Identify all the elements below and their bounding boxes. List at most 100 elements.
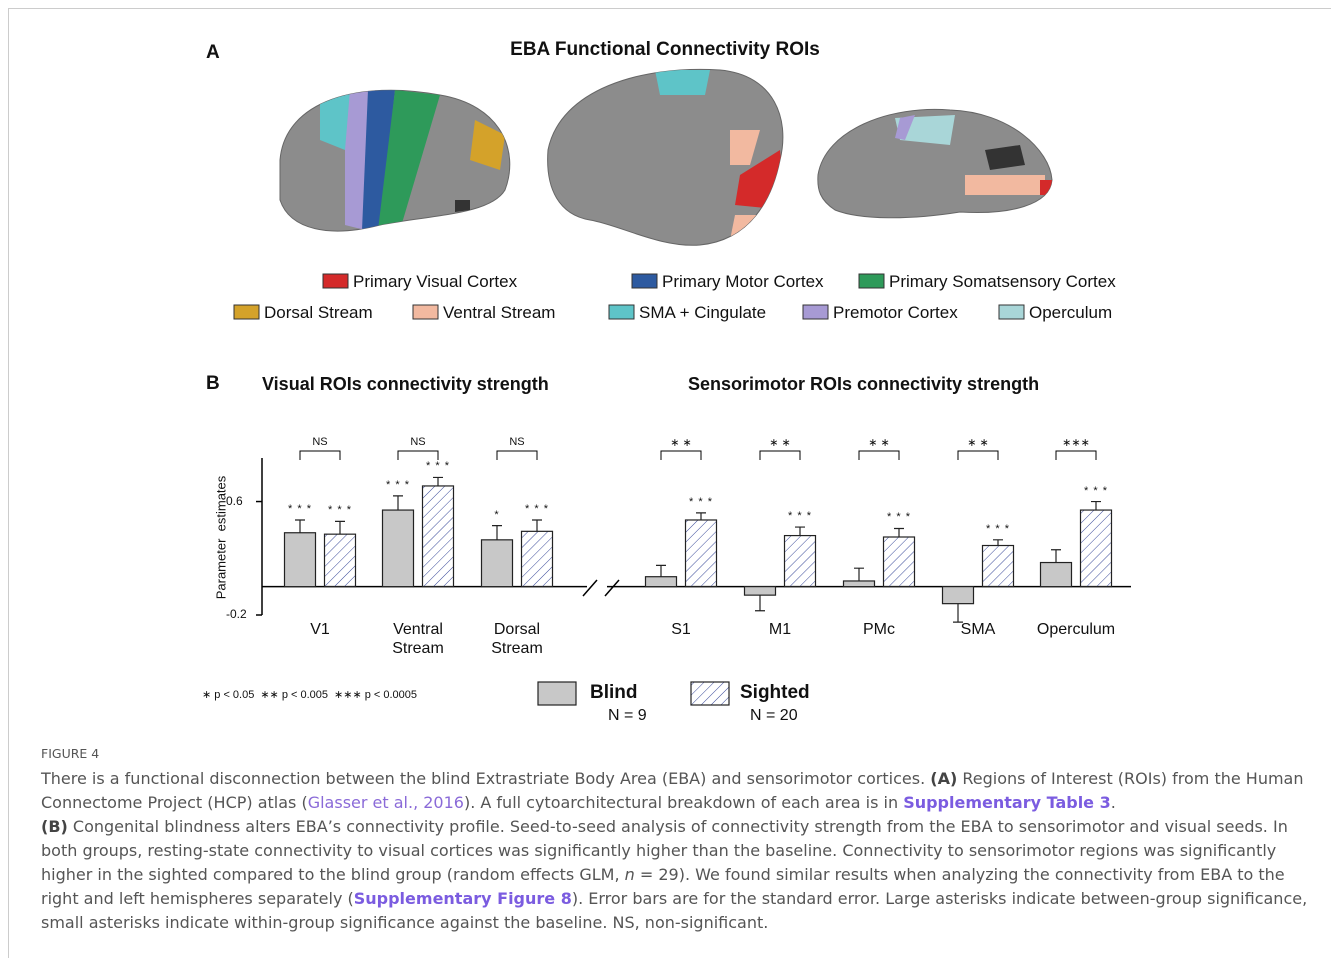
x-tick-label: Ventral Stream	[392, 621, 444, 657]
legend-swatch	[690, 681, 730, 706]
panel-title: EBA Functional Connectivity ROIs	[510, 39, 820, 60]
significance-bracket	[1055, 450, 1097, 460]
within-significance: *	[494, 508, 500, 521]
within-significance: * * *	[525, 502, 549, 515]
error-bar	[656, 564, 666, 577]
significance-bracket	[858, 450, 900, 460]
error-bar	[335, 520, 345, 535]
legend-swatch	[998, 304, 1025, 320]
legend-n: N = 9	[608, 707, 647, 724]
caption-segment: .	[1110, 793, 1116, 812]
within-significance: * * *	[788, 510, 812, 523]
within-significance: * * *	[1084, 484, 1108, 497]
brain-ventral	[817, 108, 1053, 219]
bar	[743, 586, 777, 596]
caption: There is a functional disconnection betw…	[41, 767, 1316, 935]
legend-swatch	[608, 304, 635, 320]
group-significance: ∗∗∗	[1062, 437, 1090, 449]
error-bar	[393, 495, 403, 511]
error-bar	[854, 567, 864, 581]
error-bar	[433, 476, 443, 486]
bar	[684, 519, 718, 588]
legend-label: Blind	[590, 682, 638, 703]
bar	[783, 534, 817, 588]
bar	[1039, 561, 1073, 588]
legend-label: Operculum	[1029, 303, 1113, 322]
error-bar	[993, 539, 1003, 546]
within-significance: * * *	[386, 478, 410, 491]
within-significance: * * *	[426, 460, 450, 473]
bar	[323, 533, 357, 588]
significance-key: ∗ p < 0.05	[202, 689, 255, 701]
brain-medial	[547, 68, 784, 246]
error-bar	[953, 603, 963, 623]
legend-label: Sighted	[740, 682, 810, 703]
error-bar	[1051, 549, 1061, 563]
panel-label: B	[206, 373, 220, 394]
significance-bracket	[759, 450, 801, 460]
chart-title: Visual ROIs connectivity strength	[262, 374, 549, 394]
legend-label: Premotor Cortex	[833, 303, 958, 322]
x-tick-label: Dorsal Stream	[491, 621, 543, 657]
legend-label: Primary Motor Cortex	[662, 272, 824, 291]
x-tick-label: M1	[768, 621, 792, 638]
legend-swatch	[322, 273, 349, 289]
bar	[520, 530, 554, 588]
x-tick-label: PMc	[863, 621, 895, 638]
legend-label: SMA + Cingulate	[639, 303, 767, 322]
frame	[8, 8, 1331, 958]
within-significance: * * *	[986, 522, 1010, 535]
significance-bracket	[957, 450, 999, 460]
caption-segment[interactable]: Supplementary Figure 8	[353, 889, 572, 908]
legend-swatch	[537, 681, 577, 706]
within-significance: * * *	[328, 504, 352, 517]
caption-label: FIGURE 4	[41, 746, 100, 761]
group-significance: NS	[312, 436, 328, 448]
chart-title: Sensorimotor ROIs connectivity strength	[688, 374, 1040, 394]
bar	[1079, 509, 1113, 588]
x-tick-label: S1	[671, 621, 691, 638]
caption-segment: ). A full cytoarchitectural breakdown of…	[463, 793, 904, 812]
legend-n: N = 20	[750, 707, 798, 724]
x-tick-label: V1	[310, 621, 330, 638]
error-bar	[295, 519, 305, 533]
x-tick-label: Operculum	[1036, 621, 1116, 638]
caption-segment: Congenital blindness alters EBA’s connec…	[41, 817, 1288, 884]
legend-label: Dorsal Stream	[264, 303, 373, 322]
caption-segment: ). Error bars are for the standard error…	[41, 889, 1308, 932]
y-tick-label: -0.2	[226, 607, 247, 621]
bar	[981, 544, 1015, 588]
caption-segment[interactable]: Supplementary Table 3	[903, 793, 1111, 812]
legend-swatch	[233, 304, 260, 320]
legend-swatch	[858, 273, 885, 289]
significance-bracket	[660, 450, 702, 460]
error-bar	[755, 595, 765, 612]
caption-segment: (B)	[41, 817, 68, 836]
group-significance: ∗ ∗	[967, 437, 989, 449]
group-significance: NS	[509, 436, 525, 448]
axis-break	[582, 579, 620, 597]
error-bar	[1091, 500, 1101, 511]
legend-swatch	[412, 304, 439, 320]
brain-lateral	[279, 89, 511, 232]
bar	[882, 536, 916, 588]
within-significance: * * *	[689, 495, 713, 508]
significance-key: ∗∗∗ p < 0.0005	[334, 689, 418, 701]
legend-label: Primary Somatsensory Cortex	[889, 272, 1116, 291]
group-significance: ∗ ∗	[670, 437, 692, 449]
group-significance: ∗ ∗	[868, 437, 890, 449]
legend-swatch	[631, 273, 658, 289]
bar	[644, 576, 678, 588]
legend-label: Primary Visual Cortex	[353, 272, 518, 291]
caption-segment[interactable]: Glasser et al., 2016	[307, 793, 464, 812]
bar	[283, 532, 317, 588]
bar	[421, 485, 455, 588]
caption-segment: Regions of Interest (ROIs) from the Huma…	[41, 769, 1304, 812]
significance-bracket	[397, 450, 439, 460]
caption-segment: n	[624, 865, 635, 884]
x-tick-label: SMA	[960, 621, 996, 638]
group-significance: NS	[410, 436, 426, 448]
legend-label: Ventral Stream	[443, 303, 556, 322]
